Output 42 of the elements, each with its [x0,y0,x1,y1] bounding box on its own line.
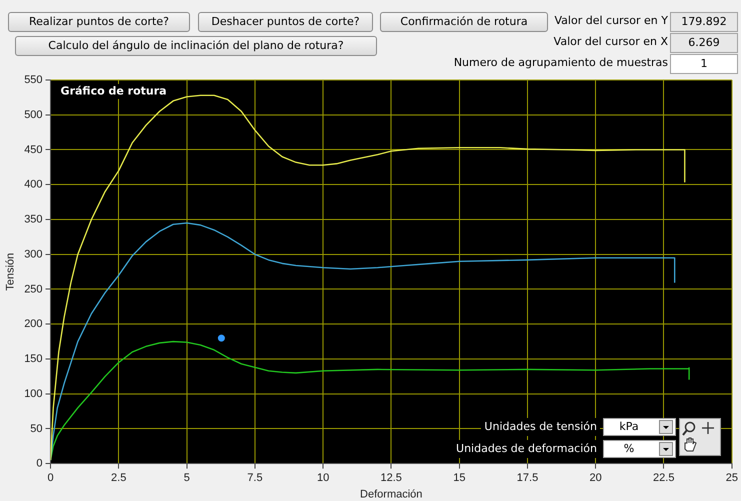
x-tick-label: 0 [47,472,54,484]
button: Realizar puntos de corte? [8,12,190,32]
x-tick-label: 5 [184,472,190,484]
text: Numero de agrupamiento de muestras [454,55,668,71]
y-tick-label: 50 [30,422,43,435]
value-field: 6.269 [670,33,738,53]
y-tick-label: 300 [24,248,43,260]
text: Valor del cursor en X [554,34,668,50]
button: Confirmación de rotura [380,12,548,32]
y-tick-label: 450 [24,144,43,156]
button: Deshacer puntos de corte? [198,12,373,32]
y-tick-label: 100 [24,388,43,400]
x-tick-label: 12.5 [380,472,402,484]
annotation: Unidades de deformación [453,440,600,458]
y-axis-title: Tensión [4,252,17,291]
x-tick-label: 10 [316,472,330,484]
x-tick-label: 25 [726,472,738,484]
annotation: % [622,441,636,457]
x-tick-label: 7.5 [247,472,263,484]
y-tick-label: 150 [24,353,43,366]
x-axis-title: Deformación [360,488,422,500]
y-tick-label: 0 [36,458,43,470]
annotation: Unidades de tensión [481,418,600,436]
value-field: 179.892 [670,12,738,32]
y-tick-label: 400 [24,178,43,191]
x-tick-label: 22.5 [653,472,674,484]
x-tick-label: 17.5 [516,472,538,484]
chart-title: Gráfico de rotura [60,84,167,98]
x-tick-label: 15 [453,472,466,484]
button: Calculo del ángulo de inclinación del plano de rotura? [15,36,377,56]
y-tick-label: 500 [24,108,43,121]
y-tick-label: 200 [24,318,43,330]
dropdown: kPa [603,418,676,436]
text: Valor del cursor en Y [554,13,668,29]
x-tick-label: 2.5 [111,472,126,484]
annotation: kPa [618,419,640,435]
y-tick-label: 350 [24,214,43,226]
dropdown: % [603,440,676,458]
y-tick-label: 250 [24,283,43,296]
value-field: 1 [670,54,738,74]
x-tick-label: 20 [589,472,602,484]
y-tick-label: 550 [24,74,43,86]
